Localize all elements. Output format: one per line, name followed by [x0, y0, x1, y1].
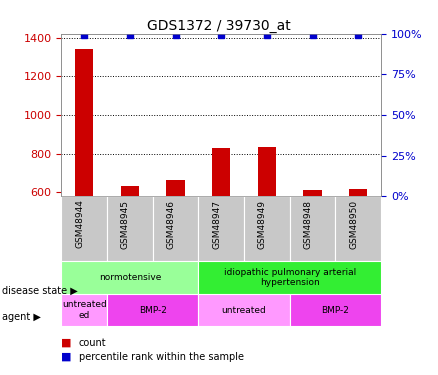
Text: GSM48945: GSM48945	[121, 200, 130, 249]
Text: count: count	[79, 338, 106, 348]
Bar	[198, 294, 290, 326]
Text: normotensive: normotensive	[99, 273, 161, 282]
Bar	[153, 196, 198, 261]
Bar	[244, 196, 290, 261]
Text: untreated
ed: untreated ed	[62, 300, 106, 320]
Text: GSM48950: GSM48950	[349, 200, 358, 249]
Bar	[61, 261, 198, 294]
Text: GSM48947: GSM48947	[212, 200, 221, 249]
Text: percentile rank within the sample: percentile rank within the sample	[79, 352, 244, 362]
Text: BMP-2: BMP-2	[139, 306, 166, 315]
Bar	[61, 196, 107, 261]
Bar	[61, 294, 107, 326]
Bar	[349, 189, 367, 196]
Bar	[258, 147, 276, 196]
Text: ■: ■	[61, 338, 72, 348]
Bar	[290, 294, 381, 326]
Bar	[304, 190, 321, 196]
Bar	[290, 196, 336, 261]
Text: disease state ▶: disease state ▶	[2, 286, 78, 296]
Bar	[107, 196, 153, 261]
Text: GSM48948: GSM48948	[304, 200, 313, 249]
Text: GSM48949: GSM48949	[258, 200, 267, 249]
Text: idiopathic pulmonary arterial
hypertension: idiopathic pulmonary arterial hypertensi…	[223, 268, 356, 287]
Bar	[121, 186, 139, 196]
Bar	[336, 196, 381, 261]
Text: ■: ■	[61, 352, 72, 362]
Bar	[75, 49, 93, 196]
Bar	[198, 196, 244, 261]
Bar	[107, 294, 198, 326]
Text: BMP-2: BMP-2	[321, 306, 350, 315]
Text: untreated: untreated	[222, 306, 266, 315]
Text: GSM48946: GSM48946	[166, 200, 176, 249]
Text: GDS1372 / 39730_at: GDS1372 / 39730_at	[147, 19, 291, 33]
Bar	[212, 148, 230, 196]
Bar	[198, 261, 381, 294]
Text: agent ▶: agent ▶	[2, 312, 41, 322]
Text: GSM48944: GSM48944	[75, 200, 84, 248]
Bar	[166, 180, 185, 196]
